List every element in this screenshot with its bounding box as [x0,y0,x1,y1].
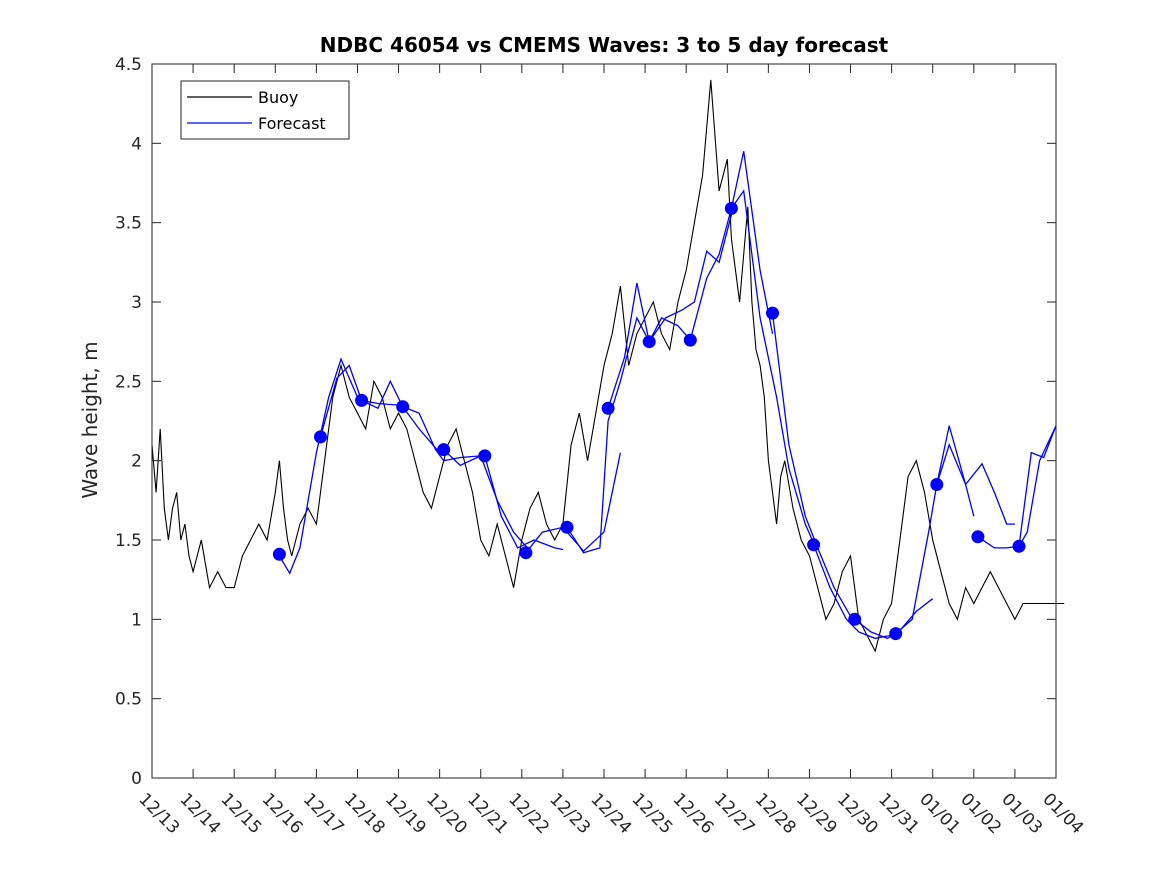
legend-forecast-label: Forecast [258,114,326,133]
forecast-marker [519,546,533,560]
y-tick-label: 3 [131,293,142,313]
forecast-marker [437,443,451,457]
forecast-marker [272,547,286,561]
forecast-marker [930,478,944,491]
plot-background [152,64,1056,778]
y-axis-label: Wave height, m [78,341,102,498]
forecast-marker [478,449,492,463]
forecast-marker [724,201,738,215]
forecast-marker [314,430,327,444]
forecast-marker [396,400,410,414]
forecast-marker [642,335,656,349]
series-line-forecast-6 [525,452,622,554]
y-tick-label: 1.5 [115,531,142,551]
series-line-forecast-5 [484,455,564,551]
series-line-forecast-3 [402,406,481,462]
series-line-forecast-16 [936,442,1015,525]
forecast-marker [683,333,697,347]
series-line-buoy [151,79,1065,653]
y-tick-label: 0.5 [115,690,142,710]
forecast-marker [355,393,369,407]
series-line-forecast-0 [278,357,359,575]
y-tick-label: 3.5 [115,214,142,234]
forecast-marker [807,538,821,552]
series-line-forecast-4 [443,449,531,552]
forecast-marker [889,627,903,641]
series-line-forecast-11 [730,189,815,544]
y-tick-label: 4 [131,134,142,154]
legend-buoy-label: Buoy [258,88,298,107]
forecast-marker [971,530,985,544]
forecast-marker [560,520,574,534]
legend-box [180,80,350,140]
forecast-marker [848,612,862,626]
series-line-forecast-7 [566,316,650,554]
legend: Buoy Forecast [180,80,350,140]
chart-title: NDBC 46054 vs CMEMS Waves: 3 to 5 day fo… [320,33,889,57]
forecast-marker [1012,539,1026,553]
series-line-forecast-9 [648,214,733,343]
series-line-forecast-1 [319,364,399,438]
series-line-forecast-18 [1018,425,1057,547]
y-tick-label: 4.5 [115,55,142,75]
y-tick-label: 0 [131,769,142,789]
forecast-marker [601,401,615,415]
forecast-marker [766,306,779,320]
y-tick-label: 2.5 [115,372,142,392]
y-tick-label: 2 [131,452,142,472]
series-line-forecast-2 [361,379,441,454]
plot-area: 12/1312/1412/1512/1612/1712/1812/1912/20… [115,55,1087,838]
y-tick-label: 1 [131,610,142,630]
